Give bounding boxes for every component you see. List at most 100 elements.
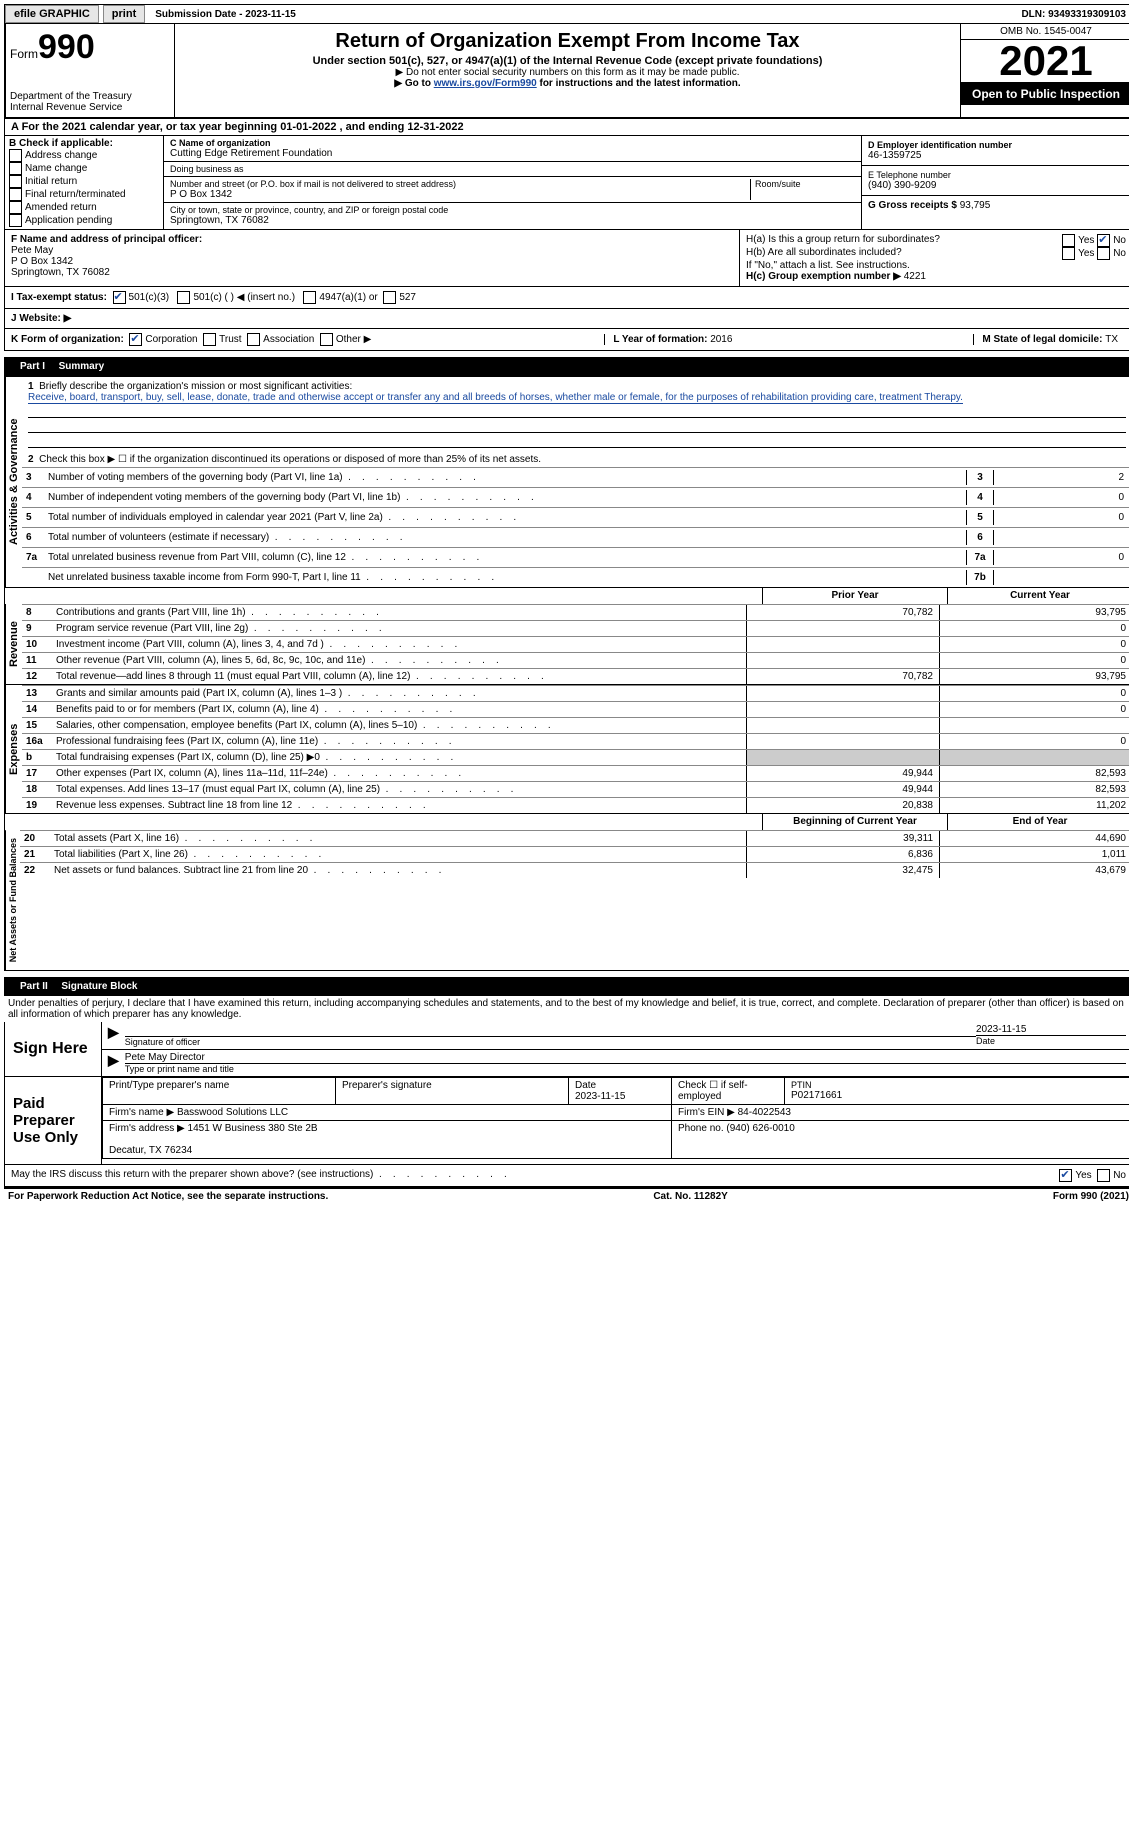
summary-line: 7aTotal unrelated business revenue from … <box>22 547 1129 567</box>
dept-treasury: Department of the Treasury Internal Reve… <box>10 91 170 113</box>
penalty-text: Under penalties of perjury, I declare th… <box>4 996 1129 1022</box>
b-check[interactable] <box>9 175 22 188</box>
section-b-label: B Check if applicable: <box>9 138 159 149</box>
ha-no-check[interactable] <box>1097 234 1110 247</box>
form-title: Return of Organization Exempt From Incom… <box>183 30 952 53</box>
paid-prep-label: Paid Preparer Use Only <box>5 1077 102 1164</box>
sig-date: 2023-11-15 <box>976 1024 1026 1035</box>
b-check[interactable] <box>9 188 22 201</box>
summary-line: 3Number of voting members of the governi… <box>22 467 1129 487</box>
officer-group-row: F Name and address of principal officer:… <box>4 230 1129 287</box>
hb-label: H(b) Are all subordinates included? <box>746 247 902 260</box>
page-footer: For Paperwork Reduction Act Notice, see … <box>4 1187 1129 1204</box>
firm-phone: (940) 626-0010 <box>726 1123 794 1134</box>
org-name-label: C Name of organization <box>170 138 855 148</box>
summary-line: Net unrelated business taxable income fr… <box>22 567 1129 587</box>
addr-label: Number and street (or P.O. box if mail i… <box>170 179 750 189</box>
city-value: Springtown, TX 76082 <box>170 215 855 226</box>
dln: DLN: 93493319309103 <box>1015 7 1129 22</box>
summary-line: 9Program service revenue (Part VIII, lin… <box>22 620 1129 636</box>
assoc-check[interactable] <box>247 333 260 346</box>
other-check[interactable] <box>320 333 333 346</box>
row-a-tax-year: A For the 2021 calendar year, or tax yea… <box>4 119 1129 136</box>
print-button[interactable]: print <box>103 5 145 23</box>
ein-value: 46-1359725 <box>868 150 1126 161</box>
summary-line: 10Investment income (Part VIII, column (… <box>22 636 1129 652</box>
ein-label: D Employer identification number <box>868 140 1126 150</box>
hc-label: H(c) Group exemption number ▶ <box>746 271 901 282</box>
k-org-row: K Form of organization: Corporation Trus… <box>4 329 1129 351</box>
tax-year: 2021 <box>961 40 1129 83</box>
tel-value: (940) 390-9209 <box>868 180 1126 191</box>
addr-value: P O Box 1342 <box>170 189 750 200</box>
end-year-head: End of Year <box>947 814 1129 830</box>
tab-expenses: Expenses <box>5 685 22 813</box>
officer-label: F Name and address of principal officer: <box>11 234 733 245</box>
officer-addr1: P O Box 1342 <box>11 256 733 267</box>
prior-year-head: Prior Year <box>762 588 947 604</box>
b-check[interactable] <box>9 162 22 175</box>
ptin-value: P02171661 <box>791 1090 842 1101</box>
signature-block: Sign Here ▶ Signature of officer 2023-11… <box>4 1022 1129 1077</box>
begin-year-head: Beginning of Current Year <box>762 814 947 830</box>
website-label: J Website: ▶ <box>11 313 71 324</box>
trust-check[interactable] <box>203 333 216 346</box>
form-note1: ▶ Do not enter social security numbers o… <box>183 67 952 78</box>
status-label: I Tax-exempt status: <box>11 292 107 303</box>
summary-line: 18Total expenses. Add lines 13–17 (must … <box>22 781 1129 797</box>
summary-line: 4Number of independent voting members of… <box>22 487 1129 507</box>
summary-line: 11Other revenue (Part VIII, column (A), … <box>22 652 1129 668</box>
hb-yes-check[interactable] <box>1062 247 1075 260</box>
hb-no-check[interactable] <box>1097 247 1110 260</box>
summary-line: 14Benefits paid to or for members (Part … <box>22 701 1129 717</box>
summary-line: 15Salaries, other compensation, employee… <box>22 717 1129 733</box>
officer-name: Pete May <box>11 245 733 256</box>
ha-yes-check[interactable] <box>1062 234 1075 247</box>
527-check[interactable] <box>383 291 396 304</box>
part1-header: Part I Summary <box>4 357 1129 376</box>
form-subtitle: Under section 501(c), 527, or 4947(a)(1)… <box>183 55 952 67</box>
discuss-no-check[interactable] <box>1097 1169 1110 1182</box>
501c3-check[interactable] <box>113 291 126 304</box>
discuss-yes-check[interactable] <box>1059 1169 1072 1182</box>
dba-label: Doing business as <box>170 164 855 174</box>
hc-value: 4221 <box>904 271 926 282</box>
tax-status-row: I Tax-exempt status: 501(c)(3) 501(c) ( … <box>4 287 1129 309</box>
corp-check[interactable] <box>129 333 142 346</box>
summary-line: 20Total assets (Part X, line 16) 39,3114… <box>20 830 1129 846</box>
room-label: Room/suite <box>755 179 855 189</box>
current-year-head: Current Year <box>947 588 1129 604</box>
top-bar: efile GRAPHIC print Submission Date - 20… <box>4 4 1129 24</box>
year-formation: L Year of formation: 2016 <box>604 334 740 345</box>
hb-note: If "No," attach a list. See instructions… <box>746 260 1126 271</box>
org-name: Cutting Edge Retirement Foundation <box>170 148 855 159</box>
summary-line: 8Contributions and grants (Part VIII, li… <box>22 604 1129 620</box>
form-note2: ▶ Go to www.irs.gov/Form990 for instruct… <box>183 78 952 89</box>
gross-label: G Gross receipts $ <box>868 200 960 211</box>
b-check[interactable] <box>9 149 22 162</box>
paid-preparer-block: Paid Preparer Use Only Print/Type prepar… <box>4 1077 1129 1165</box>
summary-line: bTotal fundraising expenses (Part IX, co… <box>22 749 1129 765</box>
footer-right: Form 990 (2021) <box>1053 1191 1129 1202</box>
sig-officer-label: Signature of officer <box>125 1036 976 1047</box>
efile-button[interactable]: efile GRAPHIC <box>5 5 99 23</box>
identification-block: B Check if applicable: Address changeNam… <box>4 136 1129 230</box>
footer-left: For Paperwork Reduction Act Notice, see … <box>8 1191 328 1202</box>
self-employed-check[interactable]: Check ☐ if self-employed <box>672 1078 785 1105</box>
summary-line: 16aProfessional fundraising fees (Part I… <box>22 733 1129 749</box>
form-header: Form990 Department of the Treasury Inter… <box>4 24 1129 119</box>
b-check[interactable] <box>9 201 22 214</box>
discuss-row: May the IRS discuss this return with the… <box>4 1165 1129 1187</box>
501c-check[interactable] <box>177 291 190 304</box>
4947-check[interactable] <box>303 291 316 304</box>
officer-print-name: Pete May Director <box>125 1052 205 1063</box>
l2-text: Check this box ▶ ☐ if the organization d… <box>39 454 541 465</box>
summary-line: 22Net assets or fund balances. Subtract … <box>20 862 1129 878</box>
part2-header: Part II Signature Block <box>4 977 1129 996</box>
summary-line: 6Total number of volunteers (estimate if… <box>22 527 1129 547</box>
irs-link[interactable]: www.irs.gov/Form990 <box>434 78 537 89</box>
b-check[interactable] <box>9 214 22 227</box>
pt-name-label: Print/Type preparer's name <box>103 1078 336 1105</box>
summary-line: 19Revenue less expenses. Subtract line 1… <box>22 797 1129 813</box>
tel-label: E Telephone number <box>868 170 1126 180</box>
